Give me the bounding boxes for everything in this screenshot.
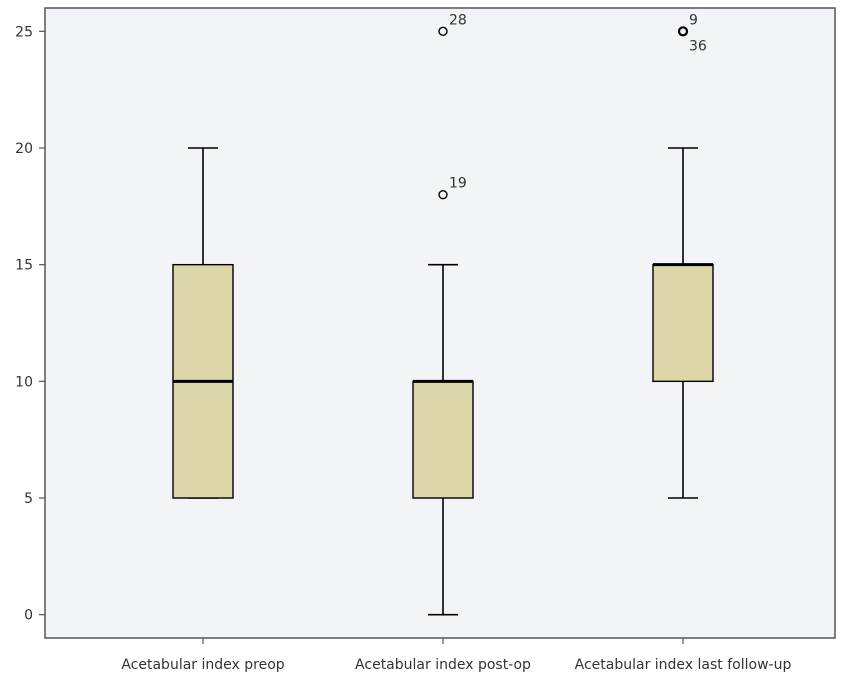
y-axis: 0 5 10 15 20 25 xyxy=(15,24,45,624)
outlier-point xyxy=(438,189,448,200)
x-category-label: Acetabular index last follow-up xyxy=(575,657,792,673)
outlier-point xyxy=(438,26,448,37)
outlier-label: 9 xyxy=(689,12,698,28)
outlier-label: 28 xyxy=(449,12,467,28)
box xyxy=(652,263,714,383)
x-category-label: Acetabular index post-op xyxy=(355,657,531,673)
y-tick-label: 15 xyxy=(15,258,33,274)
x-axis: Acetabular index preop Acetabular index p… xyxy=(121,638,791,673)
y-tick-label: 0 xyxy=(24,608,33,624)
box xyxy=(412,380,474,499)
outlier-label: 36 xyxy=(689,38,707,54)
plot-area xyxy=(44,7,836,639)
box-group xyxy=(172,147,234,499)
y-tick-label: 10 xyxy=(15,374,33,390)
outlier-point xyxy=(677,26,689,37)
y-tick-label: 5 xyxy=(24,491,33,507)
y-tick-label: 20 xyxy=(15,141,33,157)
x-category-label: Acetabular index preop xyxy=(121,657,284,673)
outlier-label: 19 xyxy=(449,176,467,192)
y-tick-label: 25 xyxy=(15,24,33,40)
box-group: 9 36 xyxy=(652,12,714,499)
